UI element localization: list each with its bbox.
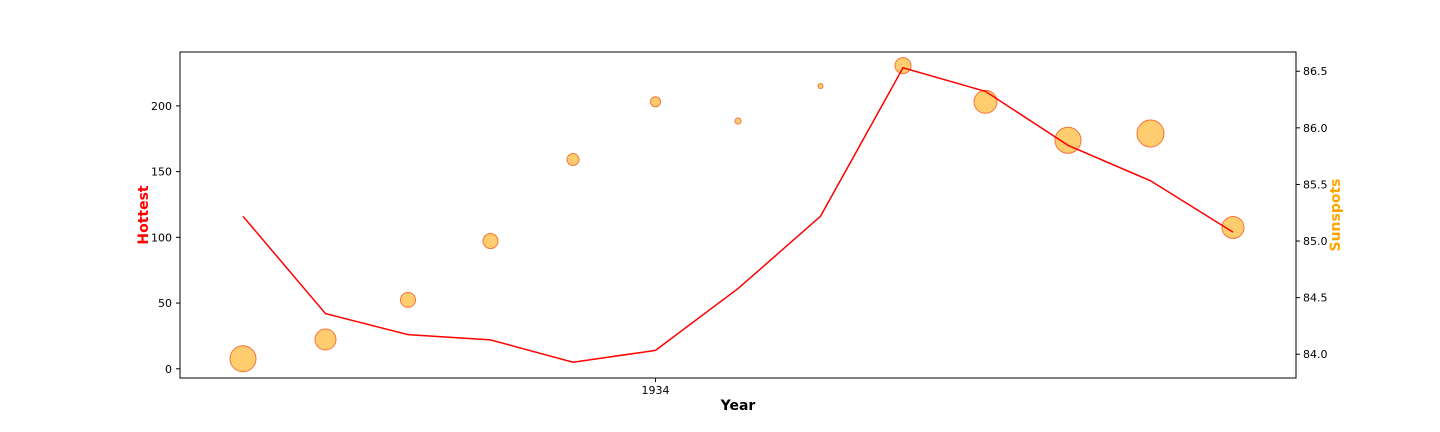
line-series: [242, 66, 1234, 363]
scatter-point: [734, 117, 742, 125]
scatter-point: [229, 345, 257, 373]
scatter-point: [1221, 215, 1245, 239]
right-axis-title: Sunspots: [1328, 178, 1344, 251]
scatter-point: [566, 153, 580, 167]
right-tick-label: 86.5: [1303, 65, 1328, 78]
scatter-point: [482, 233, 499, 250]
scatter-point: [817, 82, 824, 89]
scatter-point: [650, 96, 661, 108]
scatter-point: [314, 328, 337, 351]
left-tick-label: 150: [151, 166, 172, 179]
left-tick-label: 50: [158, 297, 172, 310]
x-tick-label: 1934: [642, 384, 670, 397]
right-axis: 84.0 84.5 85.0 85.5 86.0 86.5: [1296, 65, 1328, 361]
left-axis: 0 50 100 150 200: [151, 100, 180, 376]
right-tick-label: 84.5: [1303, 292, 1328, 305]
right-tick-label: 86.0: [1303, 122, 1328, 135]
right-tick-label: 85.0: [1303, 235, 1328, 248]
right-tick-label: 84.0: [1303, 348, 1328, 361]
scatter-point: [1136, 119, 1165, 148]
plot-frame: [179, 51, 1297, 379]
left-tick-label: 200: [151, 100, 172, 113]
x-axis-title: Year: [720, 398, 756, 414]
right-tick-label: 85.5: [1303, 178, 1328, 191]
x-axis: 1934: [642, 378, 670, 397]
left-tick-label: 0: [165, 363, 172, 376]
plot-area: [229, 57, 1245, 373]
left-axis-title: Hottest: [136, 185, 152, 245]
left-tick-label: 100: [151, 231, 172, 244]
scatter-point: [1054, 126, 1082, 154]
scatter-point: [400, 291, 416, 308]
scatter-point: [973, 89, 998, 114]
scatter-point: [894, 57, 912, 75]
